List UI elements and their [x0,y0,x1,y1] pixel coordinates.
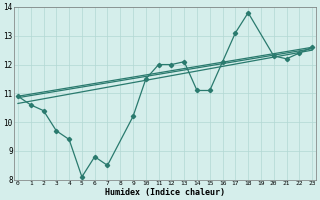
X-axis label: Humidex (Indice chaleur): Humidex (Indice chaleur) [105,188,225,197]
